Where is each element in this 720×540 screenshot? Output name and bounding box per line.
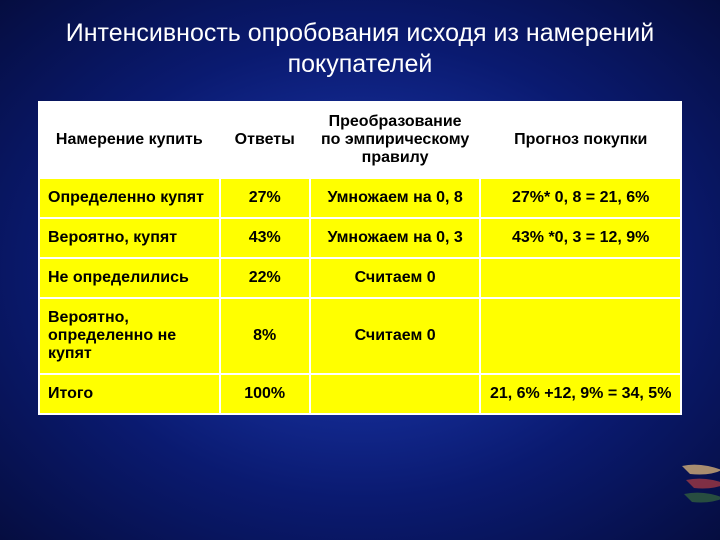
col-forecast: Прогноз покупки [480, 102, 681, 178]
cell-rule: Умножаем на 0, 8 [310, 178, 481, 218]
cell-label: Не определились [39, 258, 220, 298]
cell-rule: Считаем 0 [310, 258, 481, 298]
col-intention: Намерение купить [39, 102, 220, 178]
cell-answer: 43% [220, 218, 310, 258]
table-row: Не определились 22% Считаем 0 [39, 258, 681, 298]
intention-table: Намерение купить Ответы Преобразование п… [38, 101, 682, 415]
col-answers: Ответы [220, 102, 310, 178]
cell-forecast [480, 258, 681, 298]
data-table-container: Намерение купить Ответы Преобразование п… [38, 101, 682, 415]
cell-rule: Считаем 0 [310, 298, 481, 374]
decorative-ribbon-icon [680, 460, 720, 508]
cell-label: Вероятно, определенно не купят [39, 298, 220, 374]
slide-title: Интенсивность опробования исходя из наме… [0, 0, 720, 93]
table-row-total: Итого 100% 21, 6% +12, 9% = 34, 5% [39, 374, 681, 414]
table-row: Вероятно, определенно не купят 8% Считае… [39, 298, 681, 374]
cell-answer: 27% [220, 178, 310, 218]
cell-label: Итого [39, 374, 220, 414]
cell-forecast: 27%* 0, 8 = 21, 6% [480, 178, 681, 218]
col-rule: Преобразование по эмпирическому правилу [310, 102, 481, 178]
cell-forecast [480, 298, 681, 374]
cell-rule: Умножаем на 0, 3 [310, 218, 481, 258]
cell-forecast: 43% *0, 3 = 12, 9% [480, 218, 681, 258]
cell-forecast: 21, 6% +12, 9% = 34, 5% [480, 374, 681, 414]
cell-answer: 8% [220, 298, 310, 374]
table-row: Определенно купят 27% Умножаем на 0, 8 2… [39, 178, 681, 218]
cell-answer: 22% [220, 258, 310, 298]
cell-rule [310, 374, 481, 414]
cell-answer: 100% [220, 374, 310, 414]
cell-label: Определенно купят [39, 178, 220, 218]
cell-label: Вероятно, купят [39, 218, 220, 258]
table-header-row: Намерение купить Ответы Преобразование п… [39, 102, 681, 178]
table-row: Вероятно, купят 43% Умножаем на 0, 3 43%… [39, 218, 681, 258]
